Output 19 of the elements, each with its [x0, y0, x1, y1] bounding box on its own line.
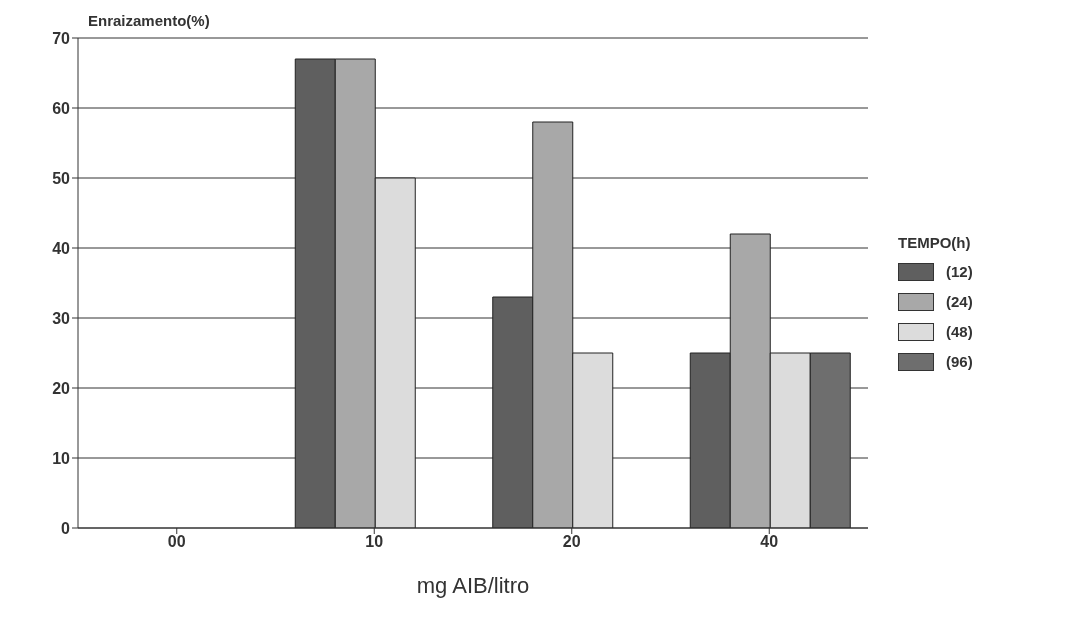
x-tick-label: 00 — [167, 533, 186, 551]
y-tick-label: 0 — [61, 519, 71, 537]
y-tick-label: 70 — [52, 29, 71, 47]
y-tick-label: 60 — [52, 99, 71, 117]
legend-label: (24) — [946, 293, 973, 310]
y-tick-label: 40 — [52, 239, 71, 257]
legend-label: (12) — [946, 263, 973, 280]
legend-label: (96) — [946, 353, 973, 370]
x-tick-label: 40 — [760, 533, 779, 551]
y-tick-label: 20 — [52, 379, 71, 397]
x-axis-title: mg AIB/litro — [416, 573, 530, 598]
x-tick-label: 20 — [562, 533, 581, 551]
legend-label: (48) — [946, 323, 973, 340]
y-tick-label: 30 — [52, 309, 71, 327]
y-tick-label: 50 — [52, 169, 71, 187]
legend-title: TEMPO(h) — [898, 233, 972, 251]
y-axis-title: Enraizamento(%) — [88, 12, 210, 29]
x-tick-label: 10 — [365, 533, 384, 551]
y-tick-label: 10 — [52, 449, 71, 467]
